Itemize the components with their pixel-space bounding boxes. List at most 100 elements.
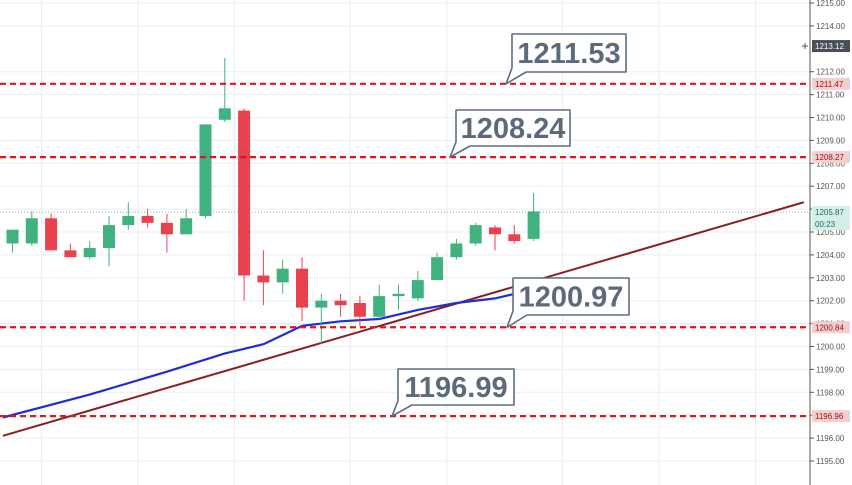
price-callout-box bbox=[505, 33, 627, 85]
candle bbox=[45, 213, 58, 251]
candle-body bbox=[450, 243, 463, 258]
candle-body bbox=[238, 110, 251, 276]
price-axis-label: 1198.00 bbox=[816, 388, 845, 397]
candle-body bbox=[64, 250, 77, 258]
candle-body bbox=[6, 229, 19, 244]
level-price-badge: 1211.47 bbox=[812, 77, 850, 90]
candle bbox=[218, 57, 231, 123]
candle bbox=[392, 284, 405, 310]
countdown-badge-text: 00:23 bbox=[815, 220, 836, 229]
price-axis-label: 1214.00 bbox=[816, 22, 845, 31]
candle bbox=[6, 229, 19, 253]
candles bbox=[6, 57, 540, 345]
candle bbox=[373, 284, 386, 320]
candle-body bbox=[469, 225, 482, 244]
price-axis-label: 1205.00 bbox=[816, 228, 845, 237]
price-axis-label: 1207.00 bbox=[816, 182, 845, 191]
candle bbox=[469, 222, 482, 246]
candle-body bbox=[276, 268, 289, 283]
candle bbox=[238, 108, 251, 301]
grid bbox=[0, 0, 810, 485]
price-axis-label: 1208.00 bbox=[816, 159, 845, 168]
price-axis-label: 1204.00 bbox=[816, 251, 845, 260]
candle bbox=[160, 213, 173, 253]
price-callout: 1208.24 bbox=[449, 109, 571, 158]
candle-body bbox=[160, 222, 173, 235]
candle-body bbox=[431, 257, 444, 281]
candle bbox=[83, 241, 96, 260]
current-price-badge: 1205.87 bbox=[812, 206, 850, 219]
price-callout: 1200.97 bbox=[506, 277, 630, 329]
candle bbox=[64, 243, 77, 258]
price-callout-box bbox=[449, 109, 571, 158]
price-axis[interactable]: 1195.001196.001197.001198.001199.001200.… bbox=[802, 0, 852, 485]
candle-body bbox=[141, 215, 154, 223]
level-price-badge: 1200.84 bbox=[812, 321, 850, 334]
candle bbox=[527, 193, 540, 242]
candle-body bbox=[83, 248, 96, 258]
candle-body bbox=[103, 225, 115, 249]
price-axis-label: 1195.00 bbox=[816, 457, 845, 466]
candle-body bbox=[373, 296, 386, 317]
candle bbox=[450, 238, 463, 260]
candle-body bbox=[257, 275, 270, 283]
countdown-badge-background bbox=[812, 218, 850, 231]
level-price-badge-text: 1200.84 bbox=[815, 323, 844, 332]
candle bbox=[489, 225, 501, 251]
price-axis-label: 1210.00 bbox=[816, 114, 845, 123]
price-callout-label: 1211.53 bbox=[517, 38, 620, 70]
price-callout-label: 1208.24 bbox=[461, 113, 566, 145]
candle bbox=[199, 124, 212, 219]
price-axis-label: 1215.00 bbox=[816, 0, 845, 8]
current-price-badge-text: 1205.87 bbox=[815, 208, 844, 217]
candle-body bbox=[527, 211, 540, 239]
candle bbox=[353, 296, 366, 326]
candle-body bbox=[296, 268, 308, 308]
candle bbox=[508, 225, 521, 244]
candle bbox=[257, 250, 270, 306]
level-price-badge: 1196.96 bbox=[812, 410, 850, 423]
crosshair-icon bbox=[802, 43, 808, 50]
price-axis-label: 1199.00 bbox=[816, 365, 845, 374]
candle-body bbox=[25, 218, 38, 244]
price-callouts: 1211.53 1208.24 1200.97 1196.99 bbox=[391, 33, 630, 417]
crosshair-price-badge: 1213.12 bbox=[812, 40, 850, 53]
candle-body bbox=[334, 300, 347, 306]
candle bbox=[103, 215, 115, 267]
price-axis-label: 1209.00 bbox=[816, 136, 845, 145]
crosshair-price-badge-background bbox=[812, 40, 850, 53]
level-price-badge: 1208.27 bbox=[812, 151, 850, 164]
countdown-badge: 00:23 bbox=[812, 218, 850, 231]
price-callout-label: 1200.97 bbox=[519, 282, 624, 314]
level-price-badge-background bbox=[812, 410, 850, 423]
price-axis-label: 1212.00 bbox=[816, 68, 845, 77]
candle-body bbox=[218, 108, 231, 120]
trendline-layer bbox=[2, 201, 805, 437]
price-axis-label: 1202.00 bbox=[816, 297, 845, 306]
candle bbox=[276, 259, 289, 294]
candle-body bbox=[489, 227, 501, 235]
candle bbox=[315, 293, 328, 345]
candle bbox=[431, 252, 444, 281]
candle bbox=[411, 270, 424, 301]
price-axis-label: 1211.00 bbox=[816, 91, 845, 100]
price-callout-label: 1196.99 bbox=[404, 372, 507, 404]
candle bbox=[296, 257, 308, 322]
level-price-badge-background bbox=[812, 77, 850, 90]
level-price-badge-text: 1196.96 bbox=[815, 412, 844, 421]
candle bbox=[122, 202, 135, 230]
candle-body bbox=[315, 300, 328, 308]
candle-body bbox=[508, 234, 521, 242]
candle-body bbox=[199, 124, 212, 216]
price-axis-label: 1196.00 bbox=[816, 434, 845, 443]
level-price-badge-text: 1211.47 bbox=[815, 80, 844, 89]
price-callout-box bbox=[506, 277, 630, 329]
price-callout-box bbox=[391, 368, 515, 417]
price-callout: 1196.99 bbox=[391, 368, 515, 417]
candle-body bbox=[353, 302, 366, 317]
candle-body bbox=[411, 280, 424, 299]
candle-body bbox=[180, 218, 193, 235]
price-axis-label: 1200.00 bbox=[816, 343, 845, 352]
candle-body bbox=[122, 215, 135, 226]
